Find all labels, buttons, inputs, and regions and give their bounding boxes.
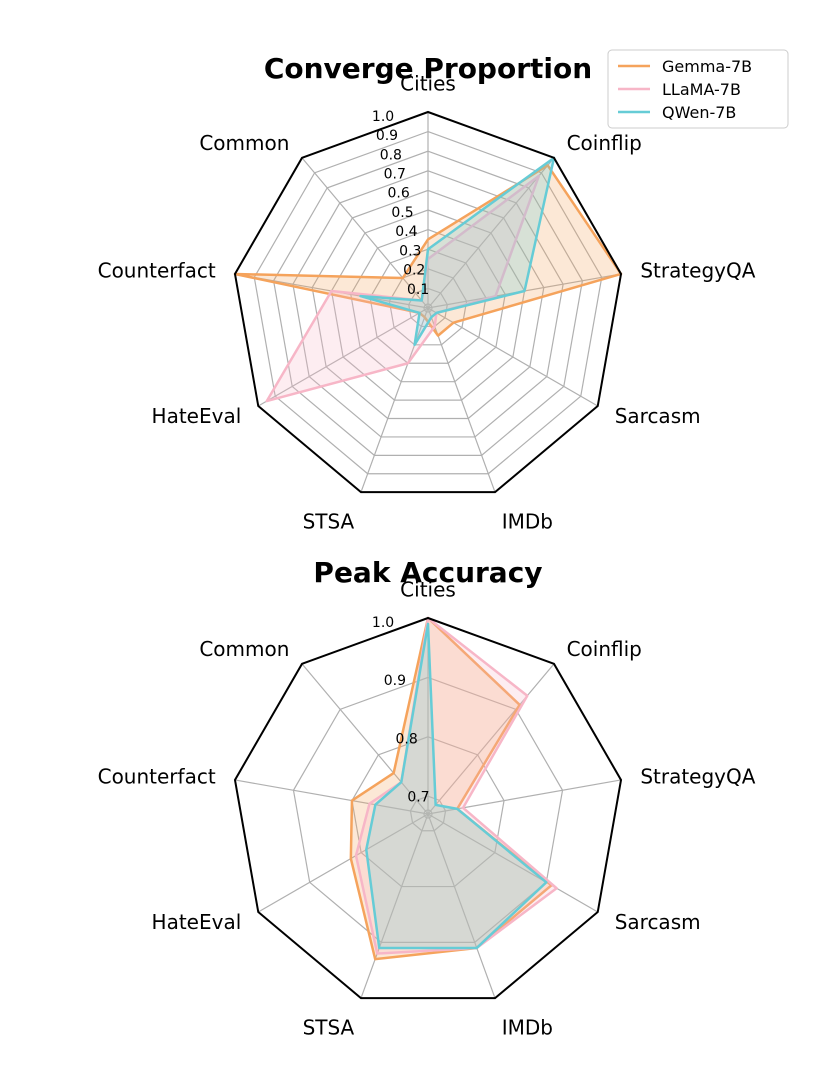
legend-label-gemma-7b: Gemma-7B xyxy=(662,57,752,76)
series-gemma-7b xyxy=(349,616,553,961)
series-llama-7b xyxy=(265,174,541,403)
axis-label-sarcasm: Sarcasm xyxy=(615,910,701,934)
axis-label-hateeval: HateEval xyxy=(152,404,242,428)
axis-label-common: Common xyxy=(199,131,289,155)
tick-label: 0.3 xyxy=(399,243,421,259)
gridlines xyxy=(234,618,622,999)
category-labels: Cities Coinflip StrategyQA Sarcasm IMDb STSA H… xyxy=(98,71,756,533)
series xyxy=(349,616,558,961)
legend-box xyxy=(607,49,789,129)
axis-label-imdb: IMDb xyxy=(502,1016,553,1040)
spoke-hateeval xyxy=(257,813,429,913)
spoke-imdb xyxy=(427,307,496,493)
grid-ring xyxy=(388,268,468,346)
tick-label: 0.1 xyxy=(407,282,429,298)
tick-label: 0.4 xyxy=(395,224,417,240)
tick-label: 0.7 xyxy=(407,790,429,806)
spoke-stsa xyxy=(360,307,429,493)
tick-label: 0.7 xyxy=(384,167,406,183)
axis-label-cities: Cities xyxy=(400,577,456,601)
tick-label: 0.9 xyxy=(384,673,406,689)
grid-ring xyxy=(311,189,545,420)
legend-label-qwen-7b: QWen-7B xyxy=(662,103,736,122)
radar-chart-peak-accuracy: 0.7 0.8 0.9 1.0 Cities Coinflip StrategyQA Sarc… xyxy=(98,556,756,1040)
grid-ring xyxy=(272,150,584,456)
grid-center xyxy=(423,809,433,819)
series-qwen-7b xyxy=(359,156,556,347)
spoke-coinflip xyxy=(427,157,555,309)
series-llama-7b xyxy=(354,616,558,955)
spoke-sarcasm xyxy=(427,307,599,407)
tick-label: 0.9 xyxy=(376,128,398,144)
tick-label: 0.5 xyxy=(391,205,413,221)
spoke-strategyqa xyxy=(427,779,622,815)
axis-label-stsa: STSA xyxy=(303,1016,355,1040)
grid-ring xyxy=(350,228,506,383)
axis-label-counterfact: Counterfact xyxy=(98,765,216,789)
tick-label: 0.6 xyxy=(388,186,410,202)
legend: Gemma-7B LLaMA-7B QWen-7B xyxy=(607,49,789,129)
outer-frame xyxy=(233,110,623,494)
axis-label-stsa: STSA xyxy=(303,510,355,534)
grid-ring xyxy=(292,676,564,943)
radar-chart-converge-proportion: 0.1 0.2 0.3 0.4 0.5 0.6 0.7 0.8 0.9 1.0 Cities Coin… xyxy=(98,52,756,534)
category-labels: Cities Coinflip StrategyQA Sarcasm IMDb STSA H… xyxy=(98,577,756,1039)
tick-label: 0.8 xyxy=(396,731,418,747)
axis-label-counterfact: Counterfact xyxy=(98,259,216,283)
series-qwen-7b xyxy=(365,622,548,950)
axis-label-hateeval: HateEval xyxy=(152,910,242,934)
grid-ring xyxy=(253,130,603,475)
tick-labels: 0.7 0.8 0.9 1.0 xyxy=(372,615,430,806)
outer-frame xyxy=(233,616,623,1000)
tick-labels: 0.1 0.2 0.3 0.4 0.5 0.6 0.7 0.8 0.9 1.0 xyxy=(372,109,429,298)
chart-title: Converge Proportion xyxy=(264,52,592,85)
axis-label-strategyqa: StrategyQA xyxy=(640,259,755,283)
series xyxy=(233,156,623,403)
gridlines xyxy=(234,112,622,493)
grid-ring xyxy=(369,248,487,364)
spoke-counterfact xyxy=(234,779,429,815)
spoke-stsa xyxy=(360,813,429,999)
tick-label: 0.8 xyxy=(380,147,402,163)
axis-label-imdb: IMDb xyxy=(502,510,553,534)
tick-label: 0.2 xyxy=(403,263,425,279)
grid-center xyxy=(423,303,433,313)
spoke-hateeval xyxy=(257,307,429,407)
axis-label-cities: Cities xyxy=(400,71,456,95)
spoke-coinflip xyxy=(427,663,555,815)
spoke-common xyxy=(301,157,429,309)
tick-label: 1.0 xyxy=(372,615,394,631)
spoke-common xyxy=(301,663,429,815)
chart-title: Peak Accuracy xyxy=(313,556,542,589)
tick-label: 1.0 xyxy=(372,109,394,125)
axis-label-coinflip: Coinflip xyxy=(567,637,642,661)
axis-label-sarcasm: Sarcasm xyxy=(615,404,701,428)
legend-label-llama-7b: LLaMA-7B xyxy=(662,80,741,99)
grid-ring xyxy=(351,736,505,888)
spoke-imdb xyxy=(427,813,496,999)
axis-label-common: Common xyxy=(199,637,289,661)
axis-label-strategyqa: StrategyQA xyxy=(640,765,755,789)
spoke-sarcasm xyxy=(427,813,599,913)
grid-ring xyxy=(292,170,564,438)
axis-label-coinflip: Coinflip xyxy=(567,131,642,155)
